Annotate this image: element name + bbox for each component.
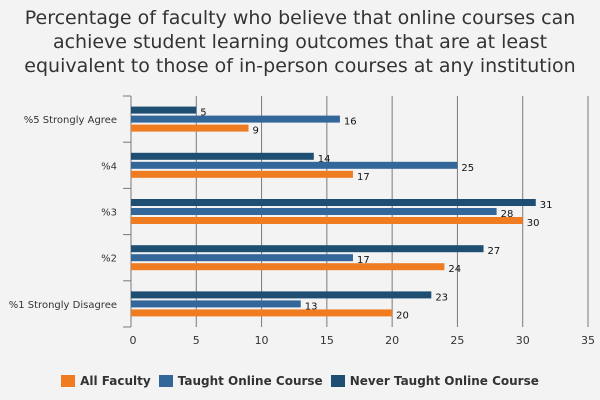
bar — [131, 170, 353, 178]
y-category-label: %2 — [101, 254, 117, 265]
chart-title-line-2: achieve student learning outcomes that a… — [52, 31, 548, 53]
y-category-label: %1 Strongly Disagree — [9, 300, 117, 311]
y-category-label: %5 Strongly Agree — [24, 115, 117, 126]
bar-data-label: 30 — [527, 218, 540, 229]
bar-data-label: 14 — [318, 154, 331, 165]
legend-swatch — [330, 375, 345, 387]
legend-item[interactable]: All Faculty — [61, 374, 151, 388]
chart-title-line-3: equivalent to those of in-person courses… — [24, 55, 576, 77]
bar — [131, 254, 353, 262]
bar-data-label: 17 — [357, 172, 370, 183]
bar — [131, 217, 523, 224]
bar-data-label: 5 — [200, 108, 206, 119]
bar — [131, 124, 249, 132]
x-tick-label: 35 — [581, 334, 595, 347]
x-tick-label: 20 — [385, 334, 399, 347]
bar-data-label: 17 — [357, 255, 370, 266]
legend-item[interactable]: Never Taught Online Course — [330, 374, 539, 388]
legend-swatch — [158, 375, 173, 387]
bar-data-label: 25 — [461, 163, 474, 174]
bar-data-label: 28 — [501, 209, 514, 220]
bar — [131, 115, 340, 123]
bar-data-label: 16 — [344, 117, 357, 128]
x-tick-label: 10 — [255, 334, 269, 347]
chart-title: Percentage of faculty who believe that o… — [0, 6, 600, 78]
bar — [131, 309, 393, 317]
bar-data-label: 9 — [253, 126, 259, 137]
y-category-label: %4 — [101, 161, 117, 172]
bar-data-label: 20 — [396, 310, 409, 321]
bar — [131, 152, 314, 160]
bar-data-label: 27 — [488, 246, 501, 257]
bar — [131, 300, 301, 308]
x-tick-label: 30 — [516, 334, 530, 347]
bar-data-label: 24 — [448, 264, 461, 275]
bar — [131, 106, 197, 114]
bar-data-label: 31 — [540, 200, 553, 211]
bar — [131, 291, 432, 299]
bar — [131, 199, 536, 206]
bar — [131, 245, 484, 253]
bar-data-label: 13 — [305, 301, 318, 312]
legend-swatch — [61, 375, 76, 387]
chart-legend: All Faculty Taught Online Course Never Tau… — [0, 374, 600, 388]
legend-item[interactable]: Taught Online Course — [158, 374, 323, 388]
x-tick-label: 0 — [130, 334, 137, 347]
bar-data-label: 23 — [435, 292, 448, 303]
chart-title-line-1: Percentage of faculty who believe that o… — [24, 7, 576, 29]
legend-label: Taught Online Course — [177, 374, 323, 388]
bar — [131, 161, 458, 169]
x-tick-label: 25 — [450, 334, 464, 347]
y-category-label: %3 — [101, 208, 117, 219]
legend-label: Never Taught Online Course — [349, 374, 539, 388]
bar — [131, 263, 445, 271]
x-tick-label: 15 — [320, 334, 334, 347]
x-tick-label: 5 — [193, 334, 200, 347]
bar — [131, 208, 497, 215]
legend-label: All Faculty — [80, 374, 151, 388]
